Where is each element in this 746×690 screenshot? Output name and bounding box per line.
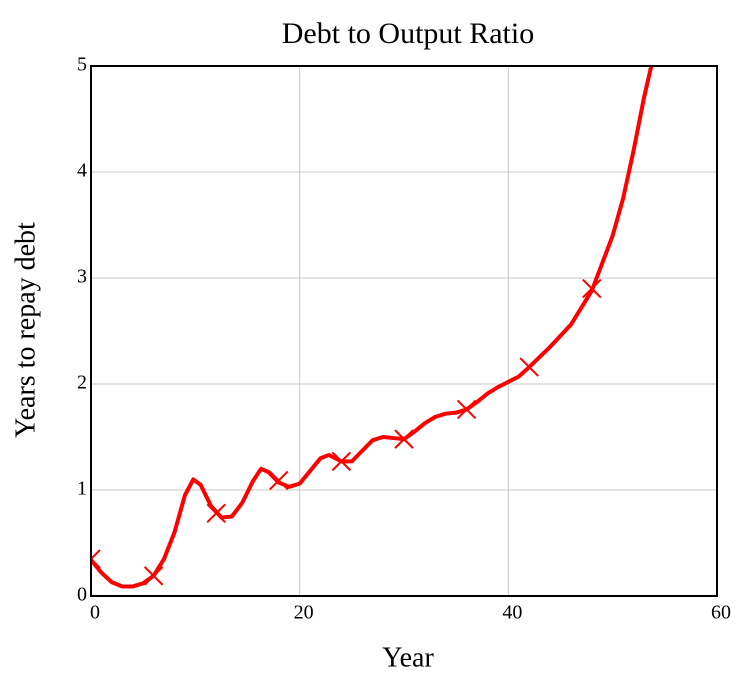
marker [456,399,477,420]
marker [206,503,226,524]
plot-frame [90,65,718,597]
marker [269,470,289,491]
line [91,65,654,589]
y-tick-label: 2 [77,372,87,394]
marker [582,278,602,299]
y-tick-label: 0 [77,584,87,606]
x-tick-label: 0 [90,602,100,624]
x-axis-label: Year [382,642,434,673]
x-tick-label: 20 [294,602,314,624]
x-tick-label: 60 [711,602,731,624]
y-axis-label: Years to repay debt [10,222,41,438]
marker [519,357,539,377]
marker [91,549,101,569]
y-tick-label: 1 [77,478,87,500]
y-tick-label: 3 [77,266,87,288]
marker [394,429,414,449]
marker [331,451,352,472]
y-tick-label: 4 [77,160,87,182]
x-tick-label: 40 [502,602,522,624]
marker [143,566,164,586]
y-tick-label: 5 [77,54,87,76]
chart-title: Debt to Output Ratio [282,17,534,50]
